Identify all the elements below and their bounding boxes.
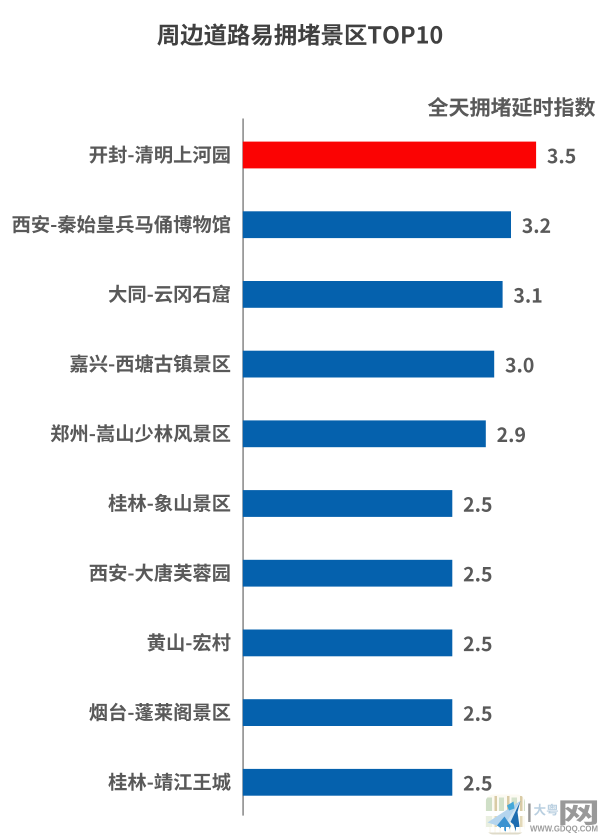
svg-text:WWW.GDQQ.COM: WWW.GDQQ.COM: [530, 825, 598, 834]
